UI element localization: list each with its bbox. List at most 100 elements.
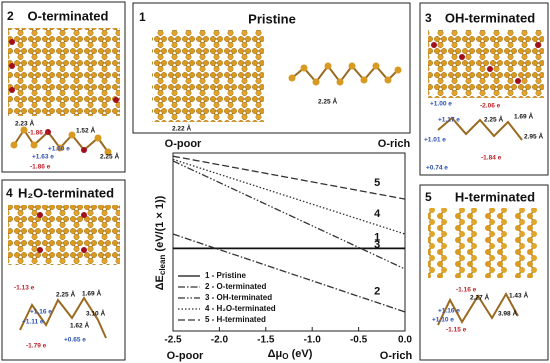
top-label: O-poor — [165, 138, 202, 150]
side-atoms — [288, 62, 402, 86]
annotation: -1.15 e — [446, 327, 467, 334]
panel-h-terminated: 5 H-terminated -1.16 e 2.27 Å 1.43 Å +1.… — [419, 184, 549, 361]
x-tick-label: -2.0 — [211, 335, 229, 346]
panel-frame — [1, 1, 126, 173]
oxygen-atoms — [431, 42, 541, 84]
annotation: +0.74 e — [426, 165, 448, 172]
annotation: +1.16 e — [30, 309, 52, 316]
annotation: +1.00 e — [430, 101, 452, 108]
side-atoms — [10, 126, 112, 156]
annotation: -1.86 e — [30, 164, 51, 171]
annotation: 2.23 Å — [15, 119, 34, 128]
series-line — [172, 155, 406, 200]
x-label-main: Δμ — [268, 348, 283, 360]
legend-label: 4 - H₂O-terminated — [205, 304, 276, 313]
annotation: 1.52 Å — [76, 126, 95, 135]
panel-h2o-terminated: 4 H₂O-terminated -1.13 e 2.25 Å 1.69 Å +… — [1, 179, 126, 361]
annotation: +1.17 e — [438, 117, 460, 124]
annotation: 2.25 Å — [484, 115, 503, 124]
annotation: -1.79 e — [26, 343, 47, 350]
annotation: 1.43 Å — [509, 291, 528, 300]
annotation: 3.98 Å — [498, 309, 517, 318]
panel-title: H-terminated — [455, 189, 535, 204]
legend-label: 5 - H-terminated — [205, 315, 266, 324]
legend-label: 2 - O-terminated — [205, 282, 266, 291]
panel-pristine: 1 Pristine 2.25 Å 2.22 Å — [132, 2, 411, 134]
line-label: 2 — [374, 285, 380, 297]
side-oxygen — [45, 129, 87, 153]
x-label-unit: (eV) — [289, 348, 313, 360]
annotation: -2.06 e — [480, 103, 501, 110]
annotation: 3.10 Å — [86, 309, 105, 318]
structure-side-view — [437, 116, 523, 141]
panel-title: OH-terminated — [445, 10, 535, 25]
structure-top-view — [8, 205, 120, 265]
annotation: +1.11 e — [22, 319, 44, 326]
panel-frame — [132, 2, 411, 134]
line-label: 5 — [374, 177, 380, 189]
y-label-sub: clean — [158, 255, 167, 276]
x-tick-label: -1.5 — [257, 335, 275, 346]
panel-number: 1 — [139, 10, 146, 24]
plot-frame — [172, 152, 406, 332]
panel-title: O-terminated — [28, 8, 109, 23]
x-tick-label: 0.0 — [398, 335, 412, 346]
chart: O-poor O-rich O-poor O-rich ΔμO (eV) ΔEc… — [154, 138, 413, 362]
panel-title: H₂O-terminated — [18, 185, 114, 200]
structure-side-view — [291, 64, 399, 84]
annotation: +0.65 e — [64, 337, 86, 344]
x-tick-label: -0.5 — [350, 335, 368, 346]
annotation: -1.86 e — [28, 130, 49, 137]
legend-label: 1 - Pristine — [205, 271, 246, 280]
panel-number: 4 — [6, 186, 13, 200]
series-line — [172, 158, 406, 235]
series-line — [172, 233, 406, 313]
y-label-unit: (eV/(1 × 1)) — [154, 195, 166, 254]
structure-top-view — [428, 30, 544, 98]
oxygen-atoms — [37, 212, 87, 253]
annotation: +1.63 e — [32, 154, 54, 161]
x-axis-label: ΔμO (eV) — [268, 348, 313, 361]
annotation: 2.25 Å — [318, 97, 337, 106]
line-label: 4 — [374, 208, 381, 220]
bottom-label: O-rich — [380, 350, 413, 362]
bottom-label: O-poor — [167, 350, 204, 362]
x-label-sub: O — [282, 352, 288, 361]
structure-side-view — [437, 291, 519, 326]
x-tick-label: -1.0 — [304, 335, 322, 346]
panel-frame — [1, 179, 126, 361]
panel-frame — [419, 2, 549, 176]
annotation: -1.16 e — [456, 287, 477, 294]
panel-frame — [419, 184, 549, 361]
panel-number: 3 — [425, 11, 432, 25]
annotation: 1.69 Å — [82, 289, 101, 298]
structure-top-view — [8, 28, 120, 116]
x-tick-label: -2.5 — [164, 335, 182, 346]
structure-top-view — [152, 30, 264, 122]
annotation: +1.60 e — [48, 146, 70, 153]
annotation: 2.95 Å — [524, 132, 543, 141]
annotation: 1.62 Å — [70, 321, 89, 330]
annotation: 2.22 Å — [172, 124, 191, 133]
series-line — [172, 160, 406, 270]
panel-number: 5 — [425, 190, 432, 204]
panel-title: Pristine — [248, 11, 296, 26]
annotation: 2.25 Å — [100, 152, 119, 161]
annotation: -1.13 e — [14, 285, 35, 292]
annotation: -1.84 e — [481, 155, 502, 162]
line-label: 3 — [374, 239, 380, 251]
top-label: O-rich — [378, 138, 411, 150]
annotation: 2.25 Å — [56, 290, 75, 299]
annotation: +1.10 e — [432, 317, 454, 324]
annotation: 1.69 Å — [514, 112, 533, 121]
legend-label: 3 - OH-terminated — [205, 293, 272, 302]
structure-side-view — [19, 296, 107, 339]
panel-number: 2 — [7, 9, 14, 23]
panel-o-terminated: 2 O-terminated 2.23 Å -1.86 e 1.52 Å +1.… — [1, 1, 126, 173]
annotation: +1.01 e — [424, 137, 446, 144]
annotation: 2.27 Å — [470, 293, 489, 302]
oxygen-atoms — [9, 39, 119, 103]
y-label-main: ΔE — [154, 275, 166, 290]
y-axis-label: ΔEclean (eV/(1 × 1)) — [154, 195, 167, 290]
